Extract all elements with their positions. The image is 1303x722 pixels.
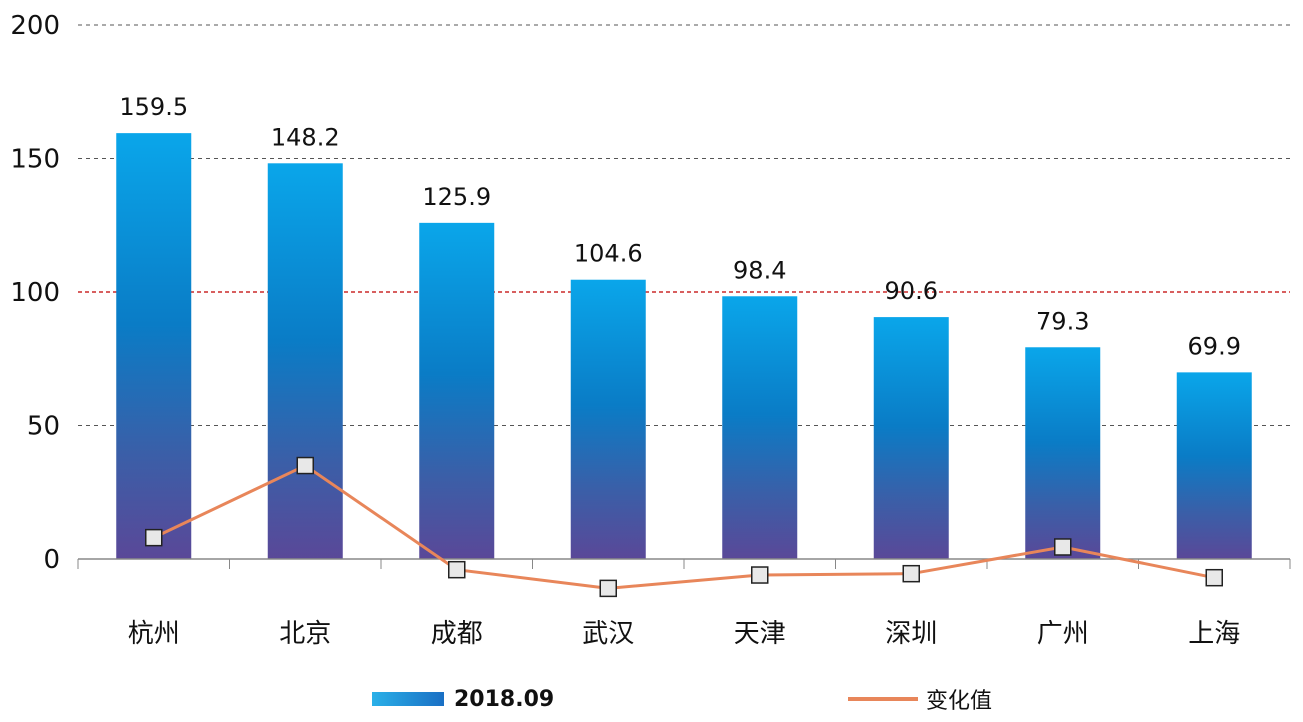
data-label: 90.6: [885, 277, 938, 305]
legend-swatch-line: [848, 697, 918, 701]
bar: [722, 296, 798, 559]
change-line: [153, 463, 1215, 590]
line-marker: [296, 456, 314, 475]
x-tick-label: 深圳: [885, 619, 937, 649]
legend-label-line: 变化值: [926, 689, 993, 714]
data-label: 125.9: [422, 183, 491, 211]
legend-item-bar: 2018.09: [372, 684, 554, 714]
bar: [1176, 372, 1252, 559]
line-marker: [902, 564, 920, 583]
bar: [267, 163, 343, 559]
line-marker: [1205, 568, 1223, 587]
bar: [873, 317, 949, 559]
legend-label-bar: 2018.09: [454, 686, 555, 712]
line-marker: [448, 560, 466, 579]
y-tick-label: 0: [43, 545, 60, 575]
line-marker: [599, 579, 617, 598]
y-tick-label: 150: [10, 145, 60, 175]
y-tick-label: 50: [27, 412, 60, 442]
bar: [570, 279, 646, 559]
x-tick-label: 天津: [734, 619, 786, 649]
line-marker: [145, 528, 163, 547]
data-label: 159.5: [119, 93, 188, 121]
bar: [1025, 347, 1101, 559]
y-tick-label: 100: [10, 278, 60, 308]
data-label: 98.4: [733, 256, 786, 284]
data-label: 104.6: [574, 240, 643, 268]
x-tick-label: 广州: [1037, 619, 1089, 649]
legend-swatch-bar: [372, 692, 444, 706]
y-tick-label: 200: [10, 11, 60, 41]
legend-item-line: 变化值: [848, 684, 992, 714]
x-tick-label: 北京: [279, 619, 331, 649]
x-tick-label: 成都: [431, 619, 483, 649]
x-tick-label: 武汉: [582, 619, 634, 649]
data-label: 69.9: [1188, 332, 1241, 360]
x-tick-label: 上海: [1188, 619, 1240, 649]
line-marker: [751, 566, 769, 584]
line-marker: [1054, 538, 1072, 556]
data-label: 79.3: [1036, 307, 1089, 335]
bar: [419, 222, 495, 560]
data-label: 148.2: [271, 123, 340, 151]
x-tick-label: 杭州: [128, 619, 180, 649]
bar: [116, 133, 192, 559]
